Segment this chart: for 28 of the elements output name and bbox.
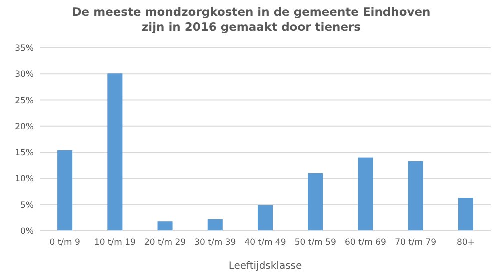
y-tick-label: 35% <box>15 44 34 54</box>
x-tick-label: 50 t/m 59 <box>294 238 336 248</box>
bar <box>358 158 374 231</box>
x-tick-label: 30 t/m 39 <box>194 238 236 248</box>
y-tick-label: 0% <box>20 226 34 237</box>
bar <box>158 222 173 231</box>
x-tick-label: 10 t/m 19 <box>94 238 136 248</box>
x-tick-label: 40 t/m 49 <box>244 238 286 248</box>
y-tick-label: 10% <box>15 174 34 185</box>
x-tick-label: 80+ <box>456 238 475 248</box>
bar <box>58 150 73 231</box>
bar <box>458 198 474 231</box>
x-tick-label: 70 t/m 79 <box>395 238 437 248</box>
chart-title: De meeste mondzorgkosten in de gemeente Eindhoven zijn in 2016 gemaakt door tieners <box>72 5 431 34</box>
x-axis-title: Leeftijdsklasse <box>228 261 302 272</box>
x-tick-label: 20 t/m 29 <box>144 238 186 248</box>
y-tick-label: 25% <box>15 96 34 106</box>
x-tick-label: 60 t/m 69 <box>344 238 386 248</box>
bar <box>108 74 123 231</box>
y-tick-label: 15% <box>15 148 34 159</box>
bar <box>258 205 274 231</box>
x-tick-label: 0 t/m 9 <box>50 238 80 248</box>
y-tick-label: 5% <box>20 200 34 211</box>
bar <box>408 161 424 231</box>
y-tick-label: 20% <box>15 122 34 132</box>
bar <box>308 173 324 231</box>
bar <box>208 219 223 231</box>
y-tick-label: 30% <box>15 70 34 80</box>
